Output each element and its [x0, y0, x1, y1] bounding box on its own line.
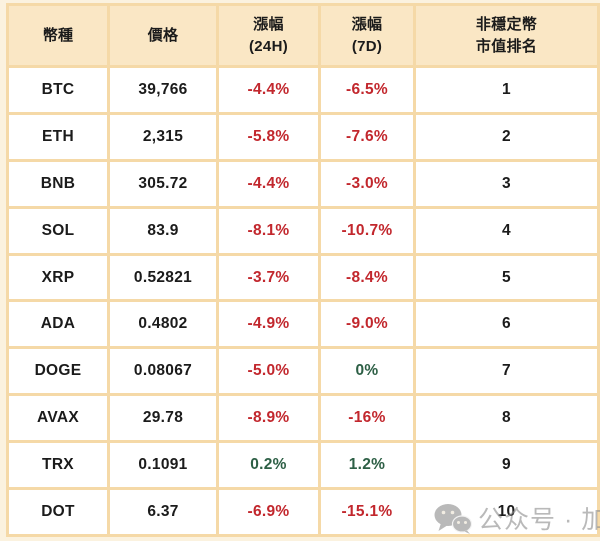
- header-rank: 非穩定幣 市值排名: [413, 3, 600, 68]
- table-row: ADA 0.4802 -4.9% -9.0% 6: [6, 299, 600, 350]
- coin-cell: ADA: [6, 299, 110, 350]
- coin-cell: DOT: [6, 487, 110, 537]
- rank-cell: 10: [413, 487, 600, 537]
- coin-cell: AVAX: [6, 393, 110, 444]
- price-cell: 2,315: [107, 111, 219, 162]
- change-7d-cell: -7.6%: [318, 111, 416, 162]
- price-table: 幣種 價格 漲幅 (24H) 漲幅 (7D) 非穩定幣 市值排名: [6, 3, 600, 537]
- header-row: 幣種 價格 漲幅 (24H) 漲幅 (7D) 非穩定幣 市值排名: [6, 3, 600, 68]
- table-row: ETH 2,315 -5.8% -7.6% 2: [6, 111, 600, 162]
- change-24h-cell: -5.8%: [216, 111, 321, 162]
- rank-cell: 8: [413, 393, 600, 444]
- change-7d-cell: -15.1%: [318, 487, 416, 537]
- change-7d-cell: -8.4%: [318, 252, 416, 303]
- change-7d-cell: -9.0%: [318, 299, 416, 350]
- header-change-7d: 漲幅 (7D): [318, 3, 416, 68]
- header-coin-label: 幣種: [42, 26, 74, 44]
- rank-cell: 3: [413, 158, 600, 209]
- change-7d-cell: 0%: [318, 346, 416, 397]
- rank-cell: 7: [413, 346, 600, 397]
- change-24h-cell: -4.4%: [216, 158, 321, 209]
- header-rank-line2: 市值排名: [475, 37, 538, 55]
- header-change-24h: 漲幅 (24H): [216, 3, 321, 68]
- change-7d-cell: 1.2%: [318, 440, 416, 491]
- table-row: DOT 6.37 -6.9% -15.1% 10: [6, 487, 600, 537]
- change-24h-cell: -5.0%: [216, 346, 321, 397]
- table-row: BTC 39,766 -4.4% -6.5% 1: [6, 65, 600, 115]
- table-row: XRP 0.52821 -3.7% -8.4% 5: [6, 252, 600, 303]
- table-row: DOGE 0.08067 -5.0% 0% 7: [6, 346, 600, 397]
- change-24h-cell: -4.4%: [216, 65, 321, 115]
- coin-cell: DOGE: [6, 346, 110, 397]
- change-24h-cell: 0.2%: [216, 440, 321, 491]
- coin-cell: ETH: [6, 111, 110, 162]
- price-cell: 39,766: [107, 65, 219, 115]
- header-change-7d-line2: (7D): [351, 37, 383, 55]
- change-24h-cell: -3.7%: [216, 252, 321, 303]
- header-change-24h-line1: 漲幅: [253, 15, 284, 33]
- change-7d-cell: -6.5%: [318, 65, 416, 115]
- header-coin: 幣種: [6, 3, 110, 68]
- coin-cell: BNB: [6, 158, 110, 209]
- rank-cell: 2: [413, 111, 600, 162]
- coin-cell: TRX: [6, 440, 110, 491]
- change-24h-cell: -6.9%: [216, 487, 321, 537]
- header-change-7d-line1: 漲幅: [351, 15, 383, 33]
- price-cell: 83.9: [107, 205, 219, 256]
- change-24h-cell: -4.9%: [216, 299, 321, 350]
- table-row: TRX 0.1091 0.2% 1.2% 9: [6, 440, 600, 491]
- rank-cell: 5: [413, 252, 600, 303]
- change-7d-cell: -3.0%: [318, 158, 416, 209]
- change-7d-cell: -16%: [318, 393, 416, 444]
- price-cell: 305.72: [107, 158, 219, 209]
- table-header: 幣種 價格 漲幅 (24H) 漲幅 (7D) 非穩定幣 市值排名: [6, 3, 600, 68]
- table-row: AVAX 29.78 -8.9% -16% 8: [6, 393, 600, 444]
- table-row: BNB 305.72 -4.4% -3.0% 3: [6, 158, 600, 209]
- coin-cell: XRP: [6, 252, 110, 303]
- price-cell: 0.1091: [107, 440, 219, 491]
- header-price: 價格: [107, 3, 219, 68]
- header-price-label: 價格: [147, 26, 179, 44]
- rank-cell: 4: [413, 205, 600, 256]
- coin-cell: SOL: [6, 205, 110, 256]
- price-cell: 29.78: [107, 393, 219, 444]
- header-rank-line1: 非穩定幣: [475, 15, 538, 33]
- price-cell: 0.52821: [107, 252, 219, 303]
- crypto-price-table: 幣種 價格 漲幅 (24H) 漲幅 (7D) 非穩定幣 市值排名: [6, 3, 600, 537]
- price-cell: 6.37: [107, 487, 219, 537]
- table-row: SOL 83.9 -8.1% -10.7% 4: [6, 205, 600, 256]
- header-change-24h-line2: (24H): [248, 37, 288, 55]
- change-24h-cell: -8.1%: [216, 205, 321, 256]
- price-cell: 0.08067: [107, 346, 219, 397]
- rank-cell: 9: [413, 440, 600, 491]
- table-body: BTC 39,766 -4.4% -6.5% 1 ETH 2,315 -5.8%…: [6, 65, 600, 537]
- change-7d-cell: -10.7%: [318, 205, 416, 256]
- change-24h-cell: -8.9%: [216, 393, 321, 444]
- coin-cell: BTC: [6, 65, 110, 115]
- price-cell: 0.4802: [107, 299, 219, 350]
- rank-cell: 6: [413, 299, 600, 350]
- rank-cell: 1: [413, 65, 600, 115]
